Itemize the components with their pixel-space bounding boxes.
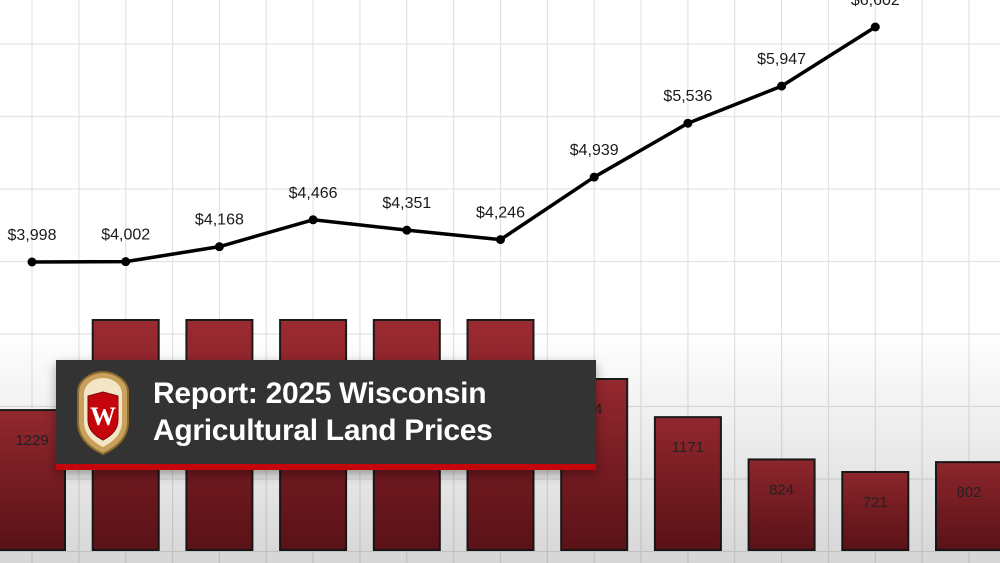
price-point	[27, 257, 37, 267]
price-line-series: $3,998 $4,002 $4,168 $4,466 $4,351 $4,246 $4,9…	[8, 0, 900, 267]
price-label: $3,998	[8, 227, 57, 244]
count-bar-label: 721	[863, 494, 888, 511]
price-point	[121, 257, 131, 267]
banner-title-line-2: Agricultural Land Prices	[153, 414, 493, 447]
count-bar-labels: 1229841171824721802	[15, 401, 981, 511]
price-label: $4,351	[382, 195, 431, 212]
price-point	[683, 118, 693, 128]
price-point	[870, 22, 880, 32]
count-bar-label: 824	[769, 481, 794, 498]
price-label: $4,466	[289, 185, 338, 202]
banner-title: Report: 2025 Wisconsin Agricultural Land…	[153, 375, 586, 449]
count-bar-label: 1229	[15, 432, 48, 449]
uw-crest-icon: W	[77, 370, 129, 456]
banner-title-line-1: Report: 2025 Wisconsin	[153, 377, 487, 410]
crest-letter: W	[90, 402, 116, 431]
price-label: $4,002	[101, 227, 150, 244]
count-bar-label: 802	[956, 484, 981, 501]
price-line	[31, 25, 877, 264]
price-label: $5,947	[757, 51, 806, 68]
price-label: $4,246	[476, 205, 525, 222]
price-point	[214, 242, 224, 252]
report-title-banner[interactable]: W Report: 2025 Wisconsin Agricultural La…	[56, 360, 596, 470]
price-label: $6,602	[851, 0, 900, 9]
price-point	[402, 225, 412, 235]
count-bar-label: 1171	[672, 439, 704, 456]
price-label: $4,168	[195, 212, 244, 229]
price-point	[308, 215, 318, 225]
price-label: $4,939	[570, 142, 619, 159]
price-point	[496, 235, 505, 245]
price-point	[589, 172, 599, 182]
price-label: $5,536	[663, 88, 712, 105]
price-point	[777, 81, 787, 91]
